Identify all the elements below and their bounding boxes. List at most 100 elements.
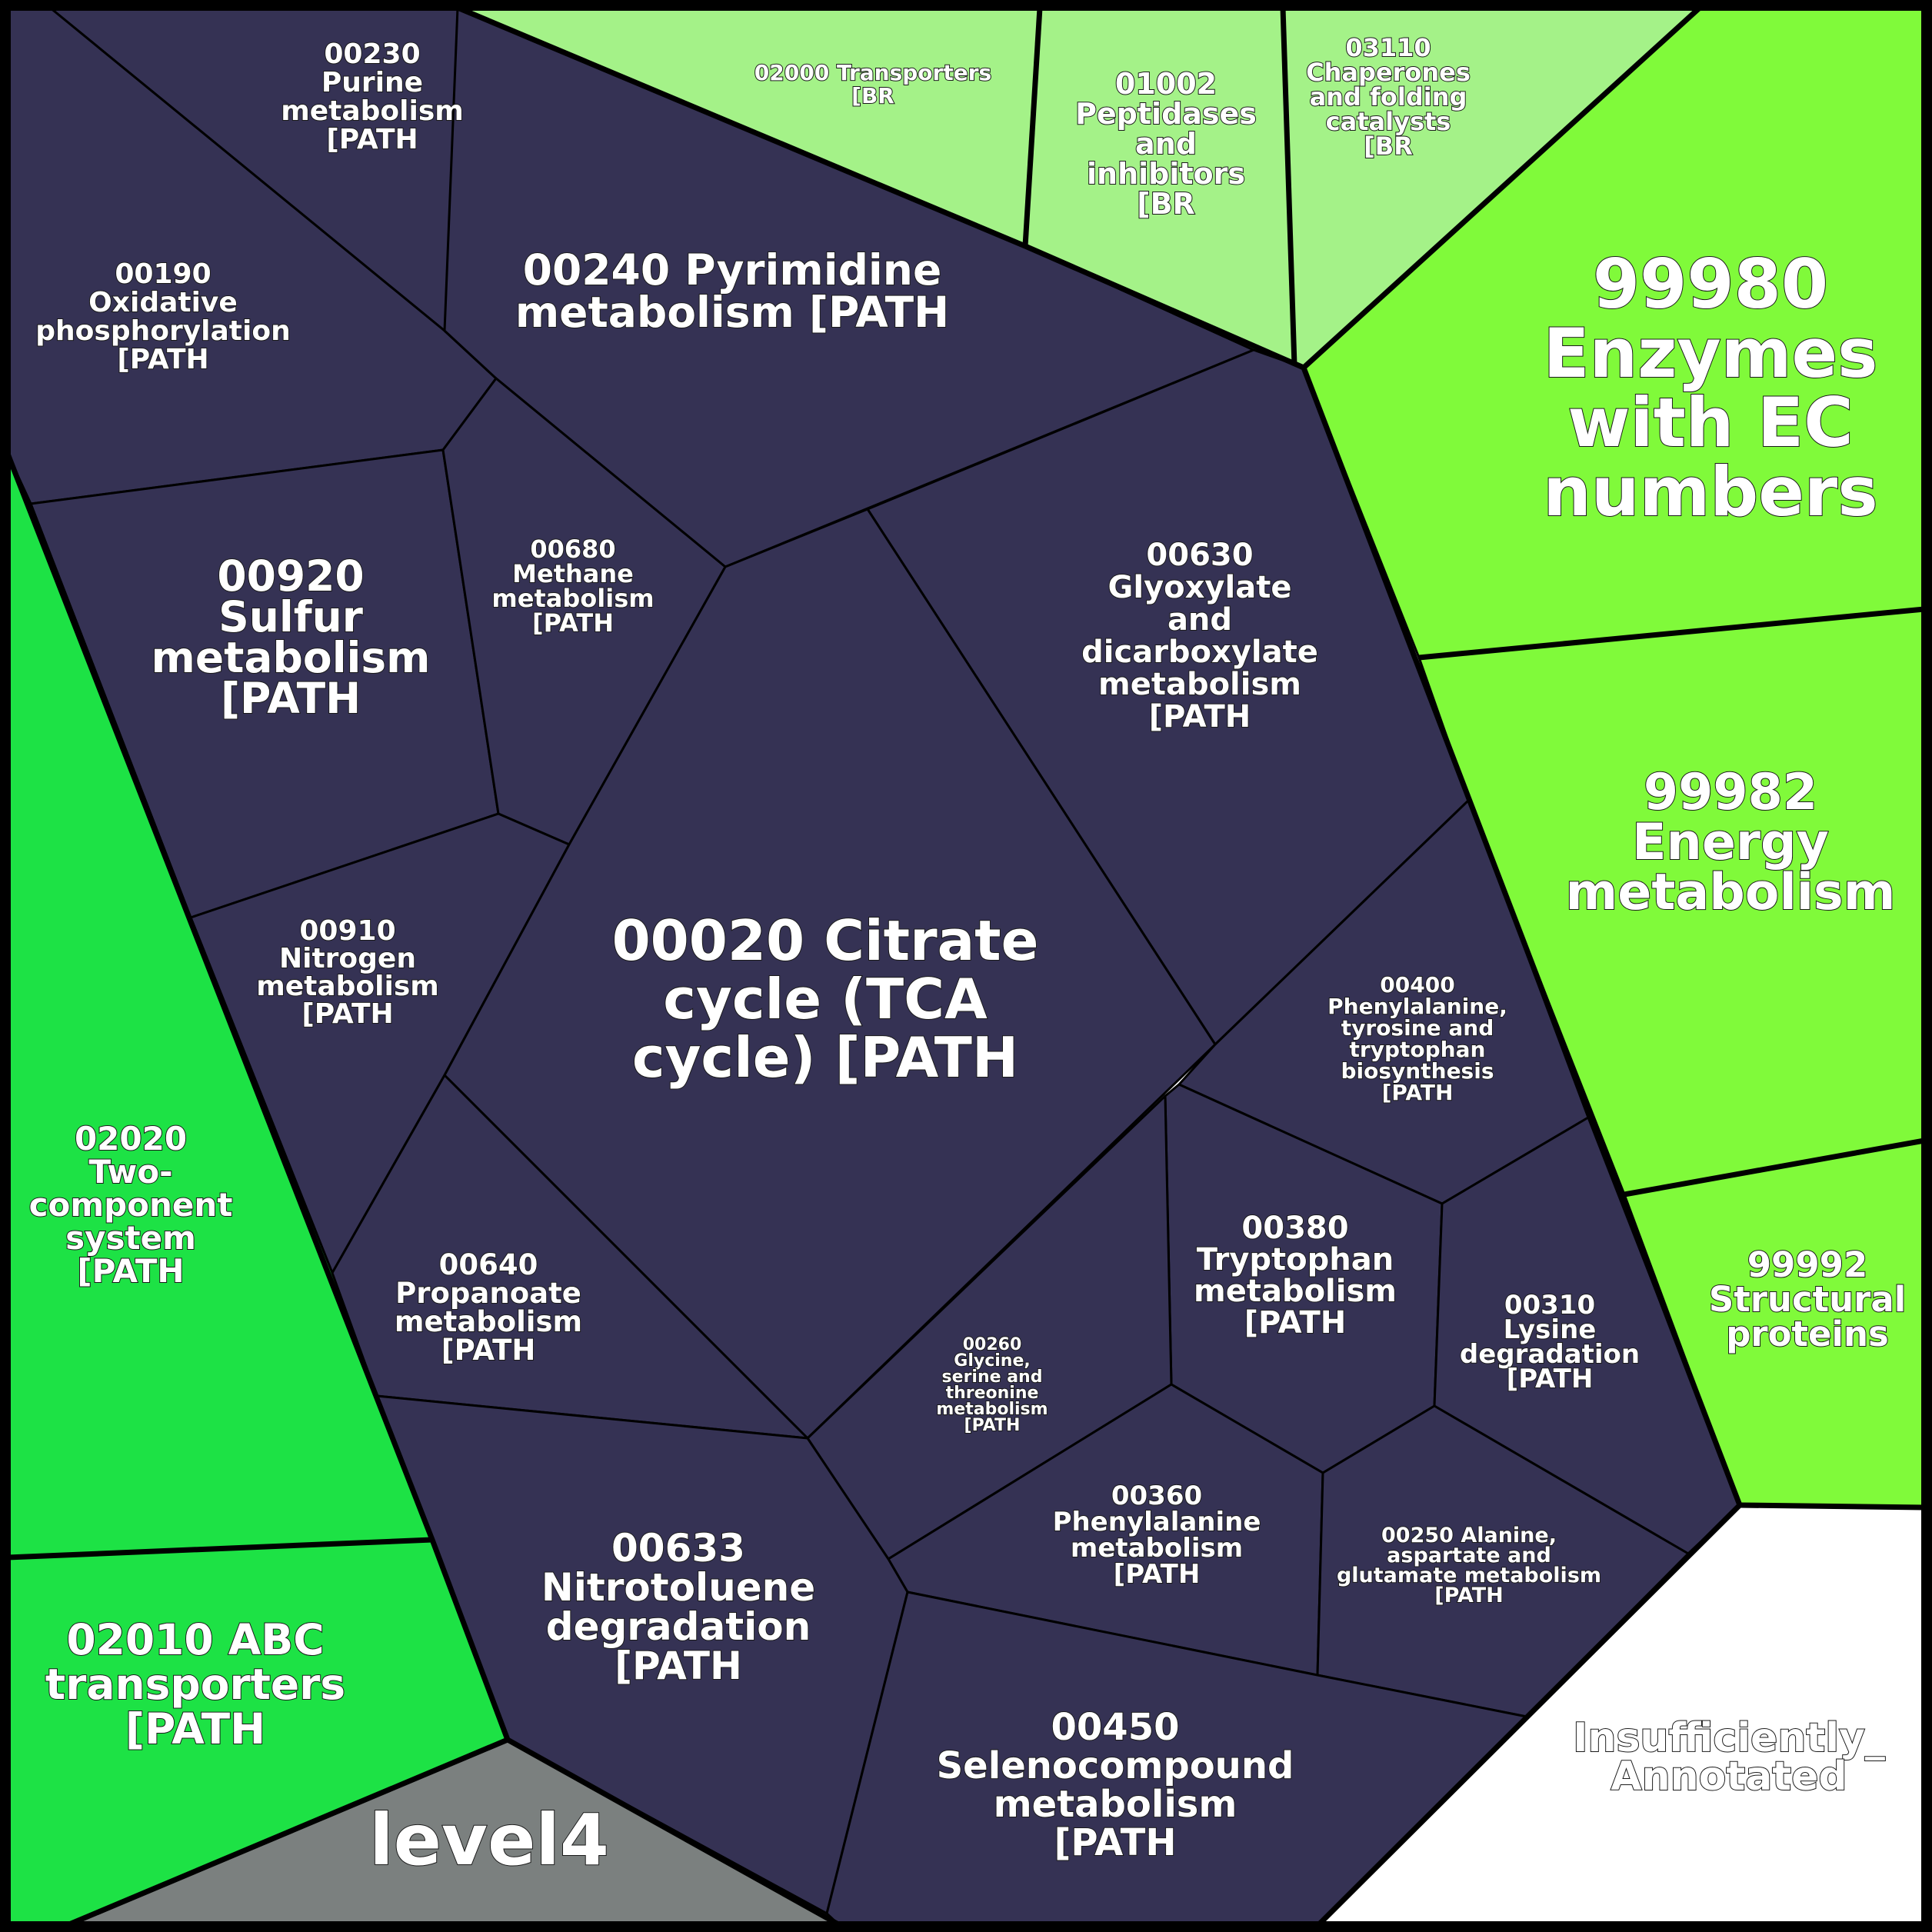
cell-label-line: metabolism (395, 1305, 582, 1338)
cell-label-line: 00310 (1504, 1290, 1595, 1321)
group-border (7, 1537, 433, 1561)
cell-label-line: metabolism (281, 95, 464, 127)
cell-label-line: glutamate metabolism (1337, 1564, 1601, 1587)
cell-label-line: Methane (512, 559, 634, 588)
cell-label-line: with EC (1567, 383, 1854, 462)
cell-label-line: 00360 (1111, 1481, 1202, 1511)
cell-label-00190: 00190 Oxidative phosphorylation [PATH (35, 258, 290, 375)
cell-label-line: [PATH (1382, 1080, 1454, 1105)
cell-label-line: [PATH (1149, 699, 1251, 734)
cell-label-03110: 03110 Chaperones and folding catalysts [BR (1306, 33, 1471, 161)
cell-label-line: metabolism [PATH (515, 288, 949, 337)
cell-label-line: 02010 ABC (66, 1615, 324, 1664)
cell-label-line: 03110 (1345, 33, 1431, 62)
cell-label-line: metabolism (1194, 1274, 1397, 1309)
cell-label-line: tyrosine and (1341, 1015, 1494, 1041)
cell-label-line: degradation (546, 1604, 811, 1649)
cell-label-line: Structural (1709, 1279, 1906, 1320)
cell-label-00250: 00250 Alanine, aspartate and glutamate met… (1337, 1524, 1601, 1607)
group-border (1301, 5, 1702, 370)
cell-label-line: 02020 (75, 1120, 187, 1158)
cell-label-line: catalysts (1326, 107, 1451, 136)
cell-label-line: metabolism (1071, 1533, 1243, 1564)
cell-label-line: 00250 Alanine, (1381, 1524, 1557, 1547)
cell-label-line: Chaperones (1306, 58, 1471, 87)
cell-label-02010: 02010 ABC transporters [PATH (45, 1615, 345, 1754)
cell-label-00240: 00240 Pyrimidine metabolism [PATH (515, 245, 949, 337)
cell-label-00910: 00910 Nitrogen metabolism [PATH (256, 915, 439, 1030)
cell-label-line: 00680 (530, 535, 615, 564)
group-border (1022, 7, 1043, 247)
cell-label-line: metabolism (491, 584, 654, 613)
cell-label-line: 01002 (1115, 67, 1217, 101)
cell-label-02020: 02020 Two-component system [PATH (29, 1120, 233, 1290)
cell-label-00020: 00020 Citrate cycle (TCA cycle) [PATH (612, 908, 1039, 1090)
cell-label-line: Two- (88, 1153, 172, 1191)
cell-label-line: 02000 Transporters (754, 60, 991, 85)
cell-label-line: [PATH (77, 1252, 184, 1290)
cell-label-line: Peptidases (1075, 97, 1257, 131)
cell-label-line: [PATH (1244, 1305, 1347, 1341)
cell-label-line: and (1135, 127, 1197, 161)
cells-layer (6, 6, 1926, 1926)
cell-label-line: Purine (321, 67, 423, 98)
cell-label-00310: 00310 Lysine degradation [PATH (1460, 1290, 1640, 1394)
cell-label-line: component (29, 1186, 233, 1224)
cell-label-unannot: Insufficiently_ Annotated (1573, 1715, 1885, 1800)
cell-label-line: biosynthesis (1341, 1058, 1494, 1084)
cell-label-line: 99992 (1747, 1244, 1868, 1285)
cell-label-00380: 00380 Tryptophan metabolism [PATH (1194, 1211, 1397, 1341)
cell-label-line: phosphorylation (35, 315, 290, 347)
cell-label-line: 00240 Pyrimidine (523, 245, 942, 295)
cell-label-line: 00020 Citrate (612, 908, 1039, 973)
cell-label-01002: 01002 Peptidases and inhibitors [BR (1075, 67, 1257, 221)
group-border (5, 452, 840, 1927)
cell-label-line: [PATH (326, 124, 418, 155)
cell-label-99992: 99992 Structural proteins (1709, 1244, 1906, 1354)
cell-label-line: system (65, 1219, 196, 1257)
cell-label-line: numbers (1543, 452, 1877, 531)
cell-label-line: 00630 (1146, 538, 1253, 573)
cell-label-00633: 00633 Nitrotoluene degradation [PATH (541, 1526, 815, 1688)
cell-label-00680: 00680 Methane metabolism [PATH (491, 535, 654, 638)
cell-label-line: 00910 (299, 915, 395, 947)
group-border (1624, 1138, 1925, 1198)
cell-label-line: [PATH (1434, 1584, 1503, 1607)
cell-label-line: level4 (369, 1799, 609, 1881)
cell-label-00640: 00640 Propanoate metabolism [PATH (395, 1248, 582, 1367)
cell-label-line: 00260 (963, 1335, 1022, 1354)
cell-label-line: metabolism (1566, 864, 1896, 921)
cell-label-line: Enzymes (1543, 314, 1877, 393)
cell-label-level4: level4 (369, 1799, 609, 1881)
cell-label-line: Tryptophan (1197, 1242, 1394, 1277)
cell-label-line: Phenylalanine, (1327, 994, 1507, 1019)
cell-label-line: 00230 (324, 38, 420, 70)
group-border (1280, 7, 1297, 366)
cell-label-line: 00190 (115, 258, 211, 290)
cell-label-line: Phenylalanine (1053, 1507, 1261, 1537)
group-border (1739, 1502, 1925, 1511)
cell-label-line: [PATH (1114, 1559, 1201, 1590)
cell-label-line: 00380 (1241, 1211, 1348, 1246)
cell-label-line: serine and (942, 1367, 1043, 1387)
cell-label-line: 99982 (1644, 764, 1817, 821)
cell-label-02000: 02000 Transporters [BR (754, 60, 991, 108)
cell-label-line: Propanoate (395, 1277, 581, 1310)
cell-label-line: inhibitors (1087, 157, 1245, 191)
cell-label-line: Nitrogen (279, 943, 416, 974)
cell-label-line: [BR (1364, 132, 1413, 161)
cell-label-line: Lysine (1504, 1314, 1597, 1345)
cell-label-line: 99980 (1593, 245, 1828, 324)
cell-label-line: Sulfur (218, 592, 363, 641)
cell-label-line: and (1168, 602, 1232, 638)
cell-label-line: threonine (946, 1384, 1039, 1403)
cell-label-line: [BR (1137, 187, 1195, 221)
cell-label-line: proteins (1726, 1314, 1889, 1354)
group-border (1418, 606, 1925, 661)
cell-label-line: metabolism (1098, 667, 1301, 702)
cell-label-00450: 00450 Selenocompound metabolism [PATH (937, 1706, 1294, 1864)
cell-label-line: transporters (45, 1660, 345, 1709)
cell-label-line: metabolism (152, 633, 431, 682)
